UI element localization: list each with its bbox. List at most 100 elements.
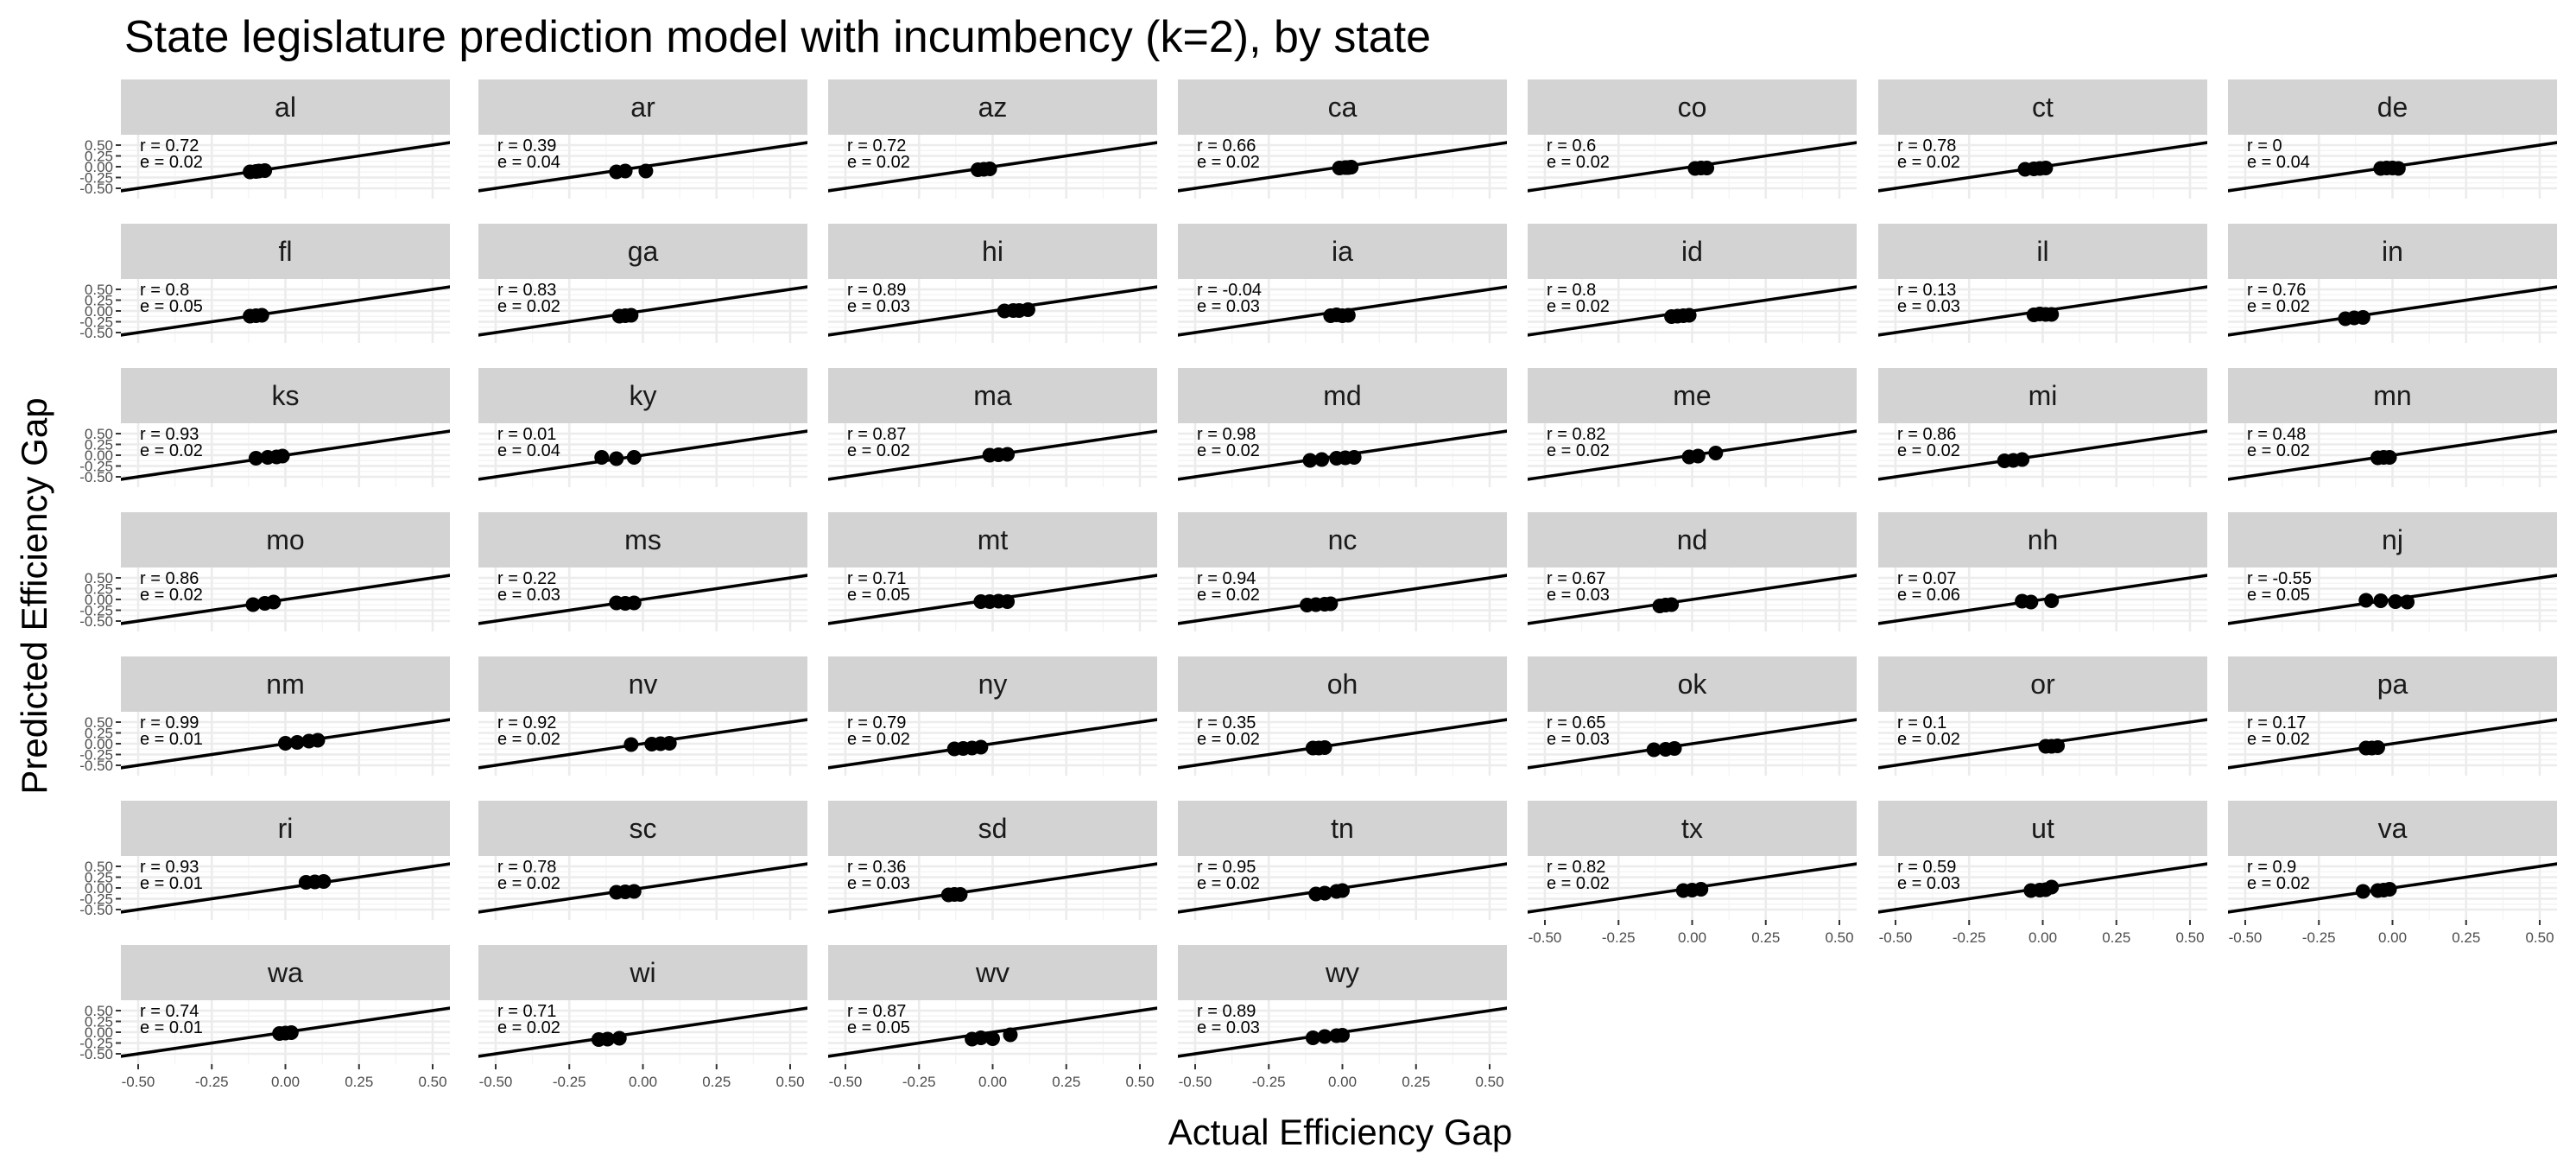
reference-line bbox=[1528, 718, 1857, 770]
x-tick-label: 0.50 bbox=[1475, 1074, 1503, 1090]
panel-nc: nc r = 0.94e = 0.02 bbox=[1178, 512, 1507, 631]
strip-label-nh: nh bbox=[2028, 524, 2059, 555]
y-tick-label: 0.25 bbox=[85, 293, 113, 309]
e-stat: e = 0.06 bbox=[1897, 586, 1960, 605]
e-stat: e = 0.01 bbox=[140, 874, 203, 893]
x-tick-label: 0.25 bbox=[345, 1074, 373, 1090]
r-stat: r = 0.78 bbox=[497, 858, 556, 877]
r-stat: r = 0.72 bbox=[140, 136, 199, 155]
strip-background bbox=[1178, 368, 1507, 423]
panel-pa: pa r = 0.17e = 0.02 bbox=[2228, 656, 2557, 776]
x-tick-label: 0.25 bbox=[1402, 1074, 1430, 1090]
y-tick-label: 0.25 bbox=[85, 1014, 113, 1030]
panel-ri: ri r = 0.93e = 0.01 -0.50-0.250.000.250.50 bbox=[79, 801, 450, 920]
panel-ms: ms r = 0.22e = 0.03 bbox=[478, 512, 807, 631]
strip-label-nv: nv bbox=[629, 669, 658, 700]
r-stat: r = 0.71 bbox=[497, 1002, 556, 1021]
y-tick-label: -0.50 bbox=[79, 1046, 113, 1062]
e-stat: e = 0.02 bbox=[497, 730, 560, 749]
reference-line bbox=[1528, 574, 1857, 625]
r-stat: r = 0.8 bbox=[140, 281, 189, 300]
data-point bbox=[638, 163, 654, 179]
reference-line bbox=[478, 862, 807, 914]
r-stat: r = 0.6 bbox=[1547, 136, 1596, 155]
strip-label-mi: mi bbox=[2029, 380, 2058, 411]
panel-sc: sc r = 0.78e = 0.02 bbox=[478, 801, 807, 920]
data-point bbox=[1000, 594, 1016, 609]
panel-sd: sd r = 0.36e = 0.03 bbox=[828, 801, 1157, 920]
y-tick-label: -0.50 bbox=[79, 469, 113, 485]
panel-ar: ar r = 0.39e = 0.04 bbox=[478, 79, 807, 199]
e-stat: e = 0.01 bbox=[140, 730, 203, 749]
strip-label-mo: mo bbox=[266, 524, 304, 555]
e-stat: e = 0.05 bbox=[847, 1018, 910, 1037]
strip-background bbox=[121, 224, 450, 279]
strip-label-sd: sd bbox=[978, 813, 1008, 844]
strip-background bbox=[1878, 801, 2207, 856]
x-tick-label: -0.25 bbox=[902, 1074, 936, 1090]
reference-line bbox=[478, 574, 807, 625]
strip-label-ut: ut bbox=[2031, 813, 2054, 844]
r-stat: r = 0.86 bbox=[1897, 425, 1956, 444]
e-stat: e = 0.02 bbox=[1197, 153, 1260, 172]
strip-background bbox=[1528, 512, 1857, 567]
data-point bbox=[2400, 594, 2415, 610]
r-stat: r = 0.94 bbox=[1197, 569, 1256, 588]
strip-label-tn: tn bbox=[1331, 813, 1354, 844]
panel-de: de r = 0e = 0.04 bbox=[2228, 79, 2557, 199]
data-point bbox=[316, 874, 332, 889]
data-point bbox=[609, 451, 624, 466]
x-tick-label: -0.50 bbox=[122, 1074, 155, 1090]
strip-label-ma: ma bbox=[973, 380, 1012, 411]
panel-ct: ct r = 0.78e = 0.02 bbox=[1878, 79, 2207, 199]
data-point bbox=[1020, 302, 1035, 317]
strip-background bbox=[121, 512, 450, 567]
x-tick-label: -0.50 bbox=[1179, 1074, 1212, 1090]
e-stat: e = 0.02 bbox=[497, 874, 560, 893]
y-tick-label: 0.25 bbox=[85, 437, 113, 453]
strip-label-tx: tx bbox=[1681, 813, 1703, 844]
y-tick-label: 0.00 bbox=[85, 447, 113, 464]
r-stat: r = 0.93 bbox=[140, 858, 199, 877]
panel-ga: ga r = 0.83e = 0.02 bbox=[478, 224, 807, 343]
reference-line bbox=[121, 141, 450, 193]
data-point bbox=[2370, 740, 2385, 755]
strip-label-ky: ky bbox=[630, 380, 657, 411]
panel-al: al r = 0.72e = 0.02 -0.50-0.250.000.250.50 bbox=[79, 79, 450, 199]
data-point bbox=[283, 1025, 299, 1040]
panel-il: il r = 0.13e = 0.03 bbox=[1878, 224, 2207, 343]
r-stat: r = 0.66 bbox=[1197, 136, 1256, 155]
e-stat: e = 0.05 bbox=[847, 586, 910, 605]
data-point bbox=[617, 163, 633, 179]
r-stat: r = 0.8 bbox=[1547, 281, 1596, 300]
panel-ky: ky r = 0.01e = 0.04 bbox=[478, 368, 807, 487]
r-stat: r = 0.39 bbox=[497, 136, 556, 155]
strip-label-va: va bbox=[2378, 813, 2408, 844]
reference-line bbox=[478, 718, 807, 770]
r-stat: r = 0 bbox=[2247, 136, 2282, 155]
x-tick-label: -0.25 bbox=[1953, 929, 1986, 946]
e-stat: e = 0.03 bbox=[1197, 1018, 1260, 1037]
strip-label-co: co bbox=[1678, 92, 1707, 123]
strip-background bbox=[2228, 656, 2557, 712]
panel-ok: ok r = 0.65e = 0.03 bbox=[1528, 656, 1857, 776]
data-point bbox=[266, 594, 282, 610]
strip-label-ca: ca bbox=[1328, 92, 1358, 123]
e-stat: e = 0.02 bbox=[1197, 730, 1260, 749]
panel-mo: mo r = 0.86e = 0.02 -0.50-0.250.000.250.50 bbox=[79, 512, 450, 631]
strip-label-ar: ar bbox=[630, 92, 655, 123]
e-stat: e = 0.03 bbox=[1897, 874, 1960, 893]
y-tick-label: -0.25 bbox=[79, 1036, 113, 1052]
y-tick-label: -0.25 bbox=[79, 747, 113, 764]
data-point bbox=[953, 887, 968, 902]
strip-label-ga: ga bbox=[628, 236, 659, 267]
r-stat: r = 0.35 bbox=[1197, 713, 1256, 732]
y-tick-label: 0.25 bbox=[85, 149, 113, 165]
strip-label-oh: oh bbox=[1327, 669, 1358, 700]
data-point bbox=[623, 308, 639, 323]
panel-nd: nd r = 0.67e = 0.03 bbox=[1528, 512, 1857, 631]
e-stat: e = 0.03 bbox=[847, 874, 910, 893]
strip-background bbox=[1178, 801, 1507, 856]
data-point bbox=[623, 737, 639, 752]
r-stat: r = 0.9 bbox=[2247, 858, 2296, 877]
